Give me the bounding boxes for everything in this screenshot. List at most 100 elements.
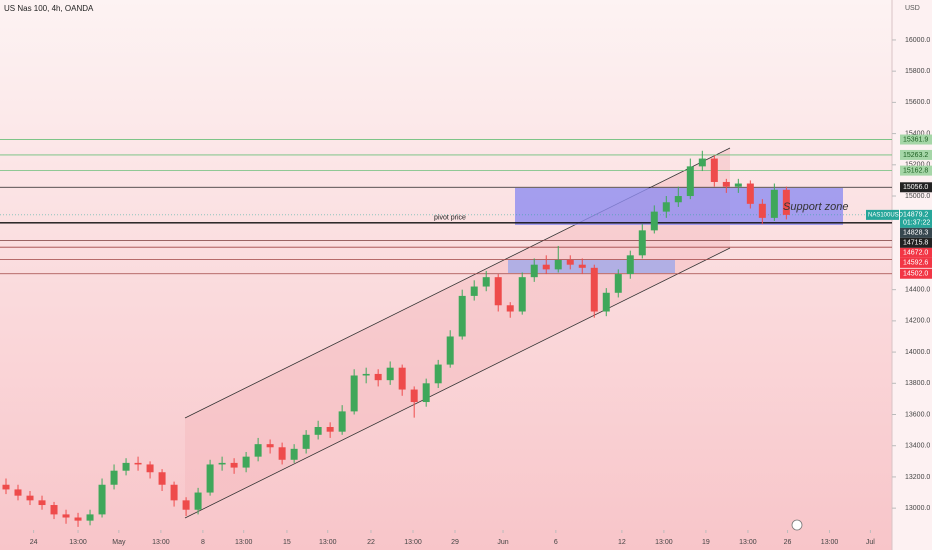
y-tick-label: 13800.0 (905, 380, 930, 387)
candle-body (26, 495, 34, 501)
x-tick-label: 15 (283, 539, 291, 546)
y-tick-label: 13200.0 (905, 474, 930, 481)
x-tick-label: 8 (201, 539, 205, 546)
candle-body (14, 489, 22, 496)
x-tick-label: 24 (30, 539, 38, 546)
price-tag (900, 182, 932, 193)
y-tick-label: 15600.0 (905, 99, 930, 106)
candle-body (410, 389, 418, 403)
price-tag-label: 14828.3 (903, 230, 928, 237)
support-zone-label: Support zone (783, 201, 848, 213)
x-tick-label: 22 (367, 539, 375, 546)
candle-body (98, 484, 106, 515)
y-tick-label: 14000.0 (905, 349, 930, 356)
price-tag-label: 14672.0 (903, 250, 928, 257)
y-tick-label: 13000.0 (905, 505, 930, 512)
candle-body (362, 373, 370, 376)
candle-body (686, 166, 694, 197)
x-tick-label: Jul (866, 539, 875, 546)
candle-body (734, 183, 742, 187)
candle-body (182, 500, 190, 510)
price-tag (900, 247, 932, 258)
candle-body (218, 462, 226, 465)
price-tag (900, 237, 932, 248)
candle-body (470, 286, 478, 296)
x-tick-label: 13:00 (319, 539, 337, 546)
y-tick-label: 15400.0 (905, 130, 930, 137)
candle-body (374, 373, 382, 381)
candle-body (722, 181, 730, 187)
price-tag-label: 15162.8 (903, 167, 928, 174)
x-tick-label: 6 (554, 539, 558, 546)
candle-body (662, 202, 670, 212)
x-tick-label: 29 (451, 539, 459, 546)
candle-body (50, 505, 58, 515)
candle-body (194, 492, 202, 510)
price-tag (900, 257, 932, 268)
price-tag (900, 209, 932, 228)
candle-body (74, 517, 82, 521)
candle-body (710, 158, 718, 182)
candle-body (650, 211, 658, 231)
candle-body (638, 230, 646, 256)
symbol-label: NAS100USD (868, 212, 904, 218)
candle-body (302, 434, 310, 449)
pivot-label: pivot price (434, 215, 466, 222)
candle-body (386, 367, 394, 381)
candle-body (134, 462, 142, 465)
events-icon[interactable] (791, 519, 803, 531)
candle-body (746, 183, 754, 204)
price-tag-label: 14715.8 (903, 240, 928, 247)
y-tick-label: 15800.0 (905, 68, 930, 75)
x-tick-label: 26 (784, 539, 792, 546)
candle-body (398, 367, 406, 390)
currency-label: USD (905, 5, 920, 12)
candle-body (674, 196, 682, 203)
x-tick-label: Jun (497, 539, 508, 546)
symbol-tag (866, 209, 899, 220)
candle-body (506, 305, 514, 312)
channel-lower (184, 247, 731, 519)
x-tick-label: 13:00 (235, 539, 253, 546)
price-tag (900, 165, 932, 176)
candle-body (266, 444, 274, 448)
candle-body (62, 514, 70, 518)
x-tick-label: 13:00 (69, 539, 87, 546)
x-tick-label: 13:00 (739, 539, 757, 546)
price-tag (900, 268, 932, 279)
candle-body (542, 264, 550, 270)
y-tick-label: 16000.0 (905, 37, 930, 44)
candle-body (626, 255, 634, 275)
price-tag (900, 134, 932, 145)
current-price-label: 14879.2 (903, 212, 928, 219)
chart-title: US Nas 100, 4h, OANDA (4, 4, 94, 13)
plot-background (0, 0, 892, 550)
price-tag-label: 15263.2 (903, 152, 928, 159)
price-tag (900, 227, 932, 238)
candle-body (530, 264, 538, 278)
x-tick-label: 13:00 (404, 539, 422, 546)
candle-body (326, 426, 334, 432)
y-tick-label: 13600.0 (905, 411, 930, 418)
candle-body (602, 292, 610, 312)
candle-body (458, 295, 466, 337)
x-tick-label: 12 (618, 539, 626, 546)
candle-body (782, 189, 790, 215)
candle-body (290, 448, 298, 460)
candle-body (554, 260, 562, 270)
candle-body (770, 189, 778, 218)
candle-body (614, 274, 622, 293)
candle-body (482, 277, 490, 287)
candle-body (122, 462, 130, 471)
candle-body (338, 411, 346, 432)
x-tick-label: 19 (702, 539, 710, 546)
candle-body (422, 383, 430, 403)
price-tag-label: 15361.9 (903, 136, 928, 143)
candle-body (206, 464, 214, 493)
candle-body (230, 462, 238, 468)
candle-body (758, 203, 766, 218)
y-tick-label: 15200.0 (905, 162, 930, 169)
countdown-label: 01:37:22 (903, 220, 930, 227)
candle-body (38, 500, 46, 506)
